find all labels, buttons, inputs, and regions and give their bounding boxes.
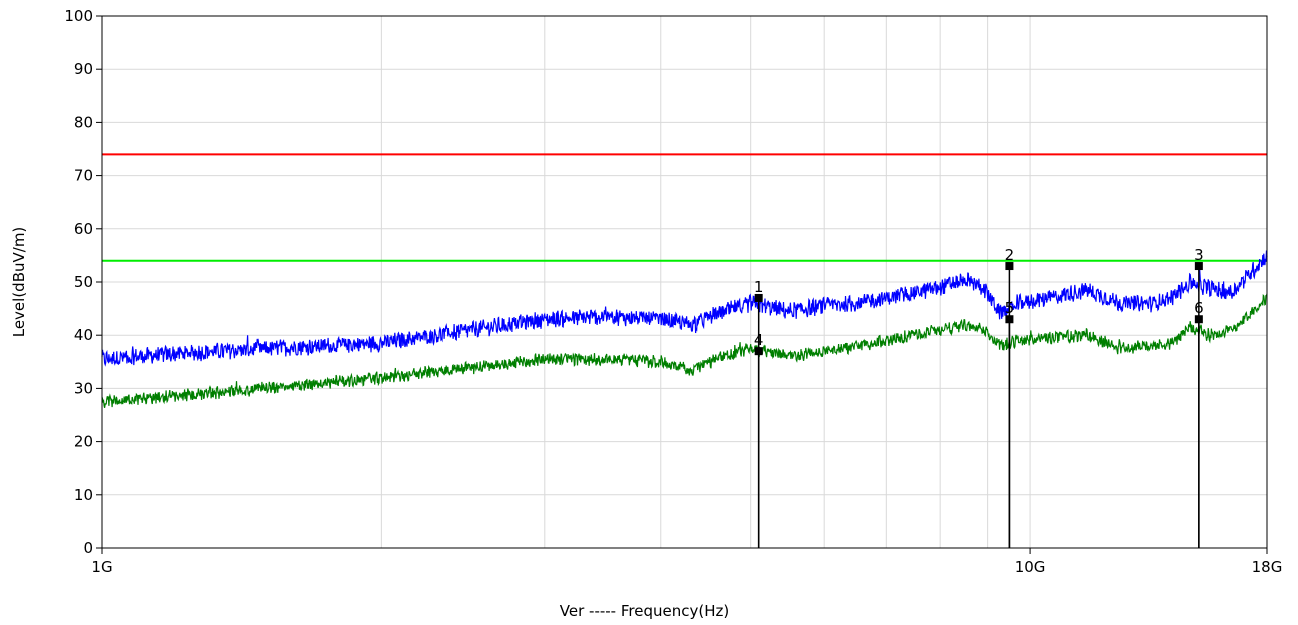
y-tick-label: 30 bbox=[74, 379, 93, 397]
marker-point bbox=[754, 293, 763, 302]
marker-point bbox=[1194, 315, 1203, 324]
marker-point bbox=[1005, 315, 1014, 324]
series-line bbox=[101, 250, 1268, 367]
y-tick-label: 10 bbox=[74, 486, 93, 504]
marker-label: 4 bbox=[754, 331, 764, 349]
marker-point bbox=[754, 347, 763, 356]
y-axis-title: Level(dBuV/m) bbox=[10, 227, 28, 338]
x-axis-ticks: 1G 10G 18G bbox=[91, 548, 1282, 576]
marker-label: 2 bbox=[1005, 246, 1015, 264]
y-tick-label: 50 bbox=[74, 273, 93, 291]
x-axis-title: Ver ----- Frequency(Hz) bbox=[560, 602, 729, 620]
marker-label: 1 bbox=[754, 278, 764, 296]
markers: 1 4 2 5 3 6 bbox=[754, 246, 1204, 548]
grid bbox=[102, 15, 1267, 549]
marker-label: 5 bbox=[1005, 299, 1015, 317]
marker-label: 6 bbox=[1194, 299, 1204, 317]
y-tick-label: 70 bbox=[74, 167, 93, 185]
y-tick-label: 0 bbox=[83, 539, 93, 557]
series-line bbox=[101, 293, 1268, 408]
marker-point bbox=[1005, 262, 1014, 271]
marker-label: 3 bbox=[1194, 246, 1204, 264]
limit-lines bbox=[102, 153, 1267, 262]
y-tick-label: 40 bbox=[74, 326, 93, 344]
y-tick-label: 90 bbox=[74, 60, 93, 78]
y-axis-ticks: 0 10 20 30 40 50 60 70 80 90 100 bbox=[64, 7, 102, 557]
x-tick-label: 10G bbox=[1015, 558, 1046, 576]
series-lines bbox=[101, 250, 1268, 408]
marker-point bbox=[1194, 262, 1203, 271]
y-tick-label: 60 bbox=[74, 220, 93, 238]
y-tick-label: 80 bbox=[74, 113, 93, 131]
y-tick-label: 20 bbox=[74, 433, 93, 451]
y-tick-label: 100 bbox=[64, 7, 93, 25]
x-tick-label: 18G bbox=[1252, 558, 1283, 576]
x-tick-label: 1G bbox=[91, 558, 112, 576]
